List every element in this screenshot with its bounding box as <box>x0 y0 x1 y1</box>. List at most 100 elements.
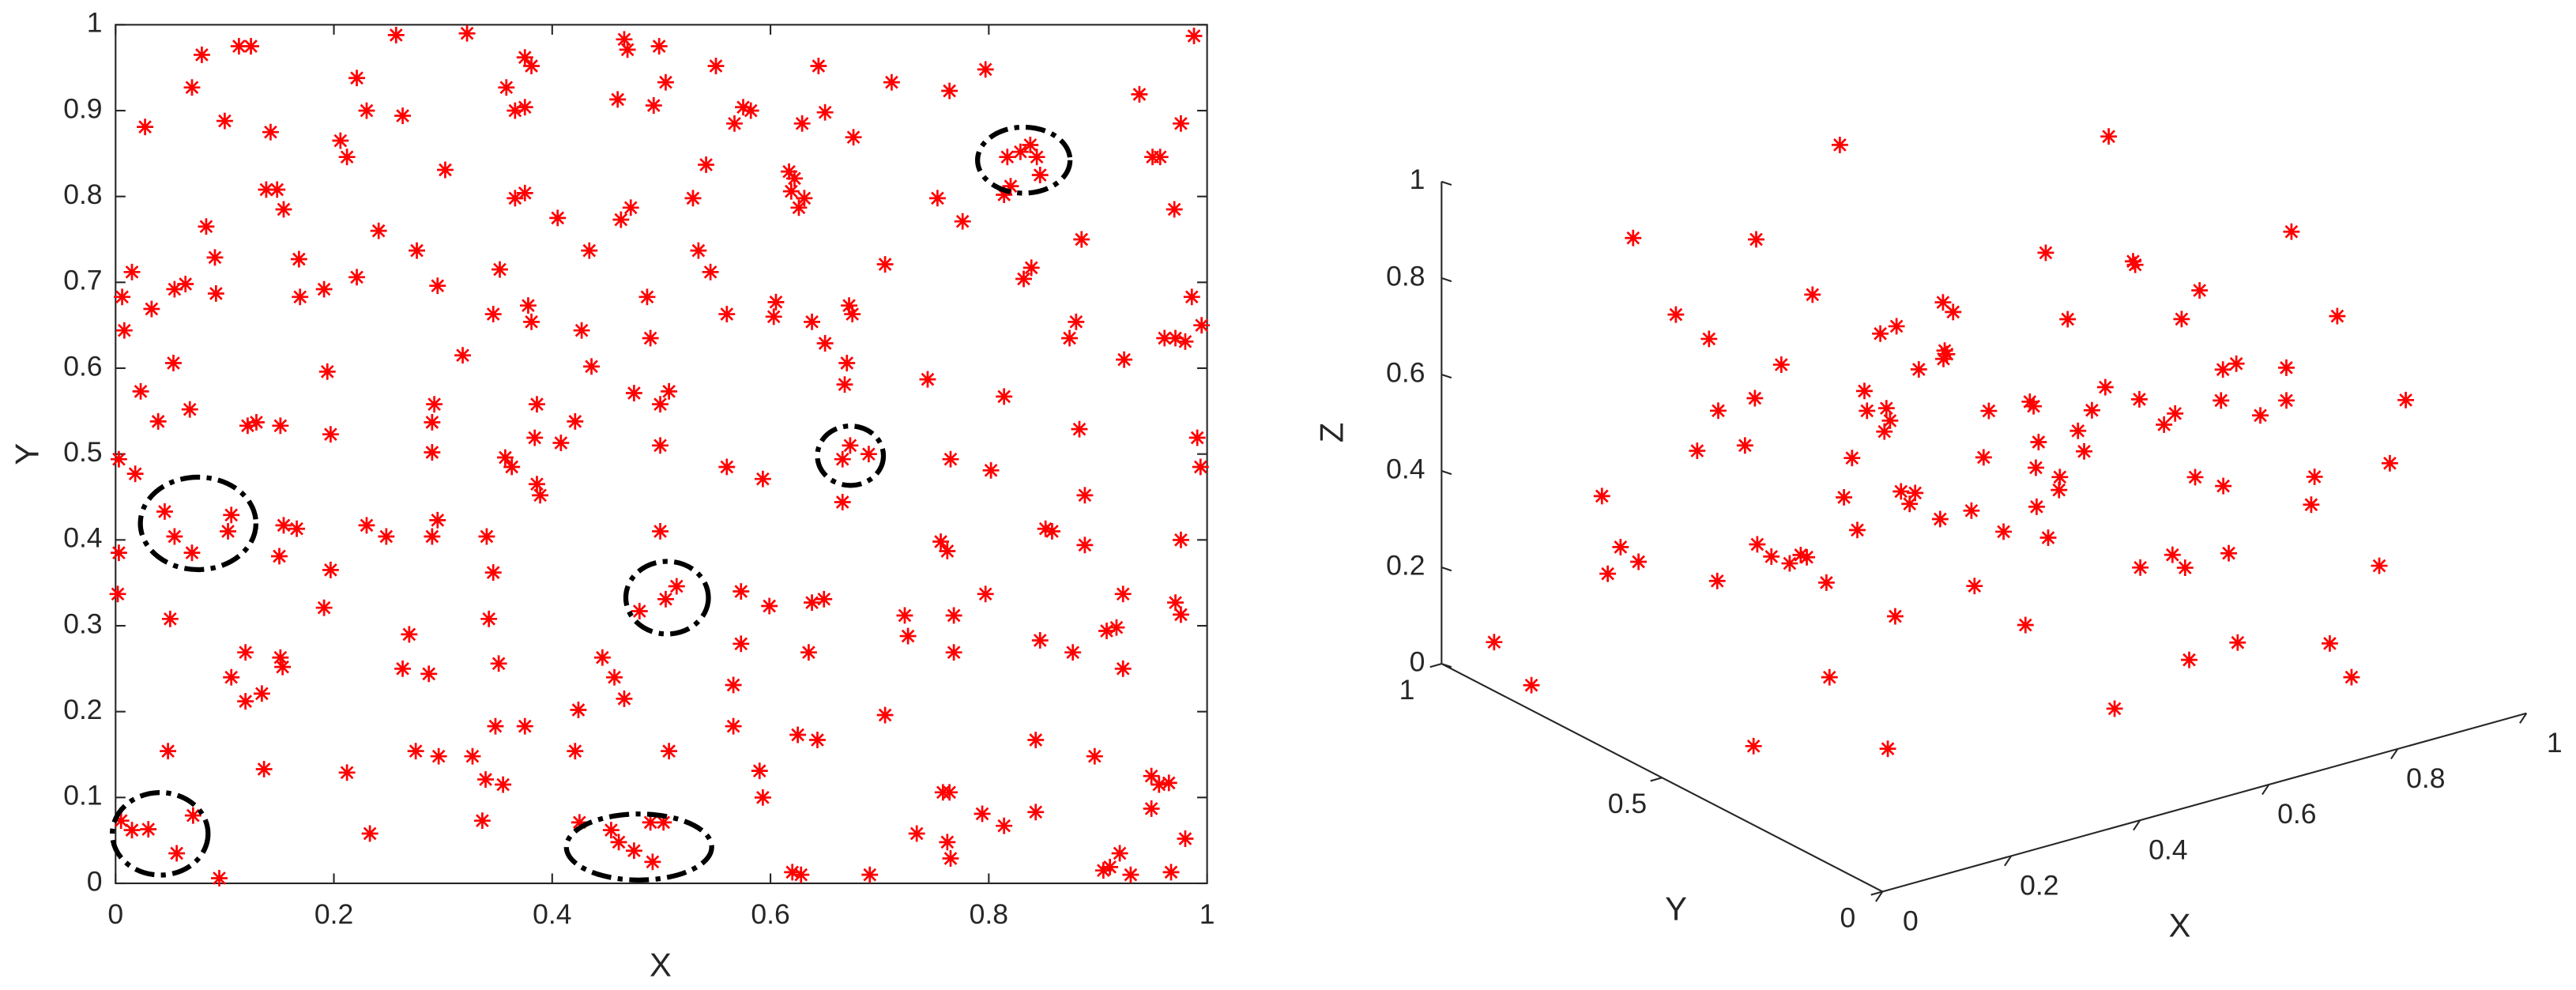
point <box>702 263 719 280</box>
point <box>1002 178 1019 195</box>
point <box>809 732 826 748</box>
point <box>237 693 254 710</box>
point <box>1836 489 1853 506</box>
point <box>1076 487 1094 504</box>
point <box>1700 330 1718 348</box>
point <box>223 506 240 524</box>
point <box>2306 468 2323 485</box>
point <box>1131 85 1148 103</box>
point <box>429 511 446 529</box>
point <box>516 99 533 116</box>
point <box>269 181 286 198</box>
point <box>1031 167 1049 183</box>
point <box>181 401 198 418</box>
point <box>2132 559 2149 576</box>
point <box>2283 223 2300 240</box>
point <box>1886 608 1904 625</box>
point <box>932 533 950 550</box>
point <box>1821 668 1838 686</box>
point <box>1037 520 1054 537</box>
point <box>1173 531 1189 548</box>
point <box>1859 402 1876 420</box>
point <box>126 465 144 483</box>
point <box>338 149 356 166</box>
z-tick <box>1441 567 1452 572</box>
point <box>751 762 768 780</box>
point <box>999 149 1016 166</box>
cluster-ring <box>109 789 211 878</box>
point <box>271 548 288 565</box>
point <box>1593 487 1610 505</box>
point <box>1708 572 1726 589</box>
x-tick <box>2390 748 2399 760</box>
point <box>784 864 801 881</box>
point <box>1114 585 1132 603</box>
point <box>523 313 540 330</box>
point <box>657 73 674 91</box>
x-tick-label: 0.6 <box>2277 798 2316 830</box>
point <box>1975 449 1992 466</box>
point <box>315 599 333 616</box>
point <box>1843 450 1861 467</box>
point <box>123 263 141 280</box>
point <box>1804 286 1821 303</box>
point <box>781 163 798 180</box>
point <box>2028 498 2045 515</box>
point <box>1122 866 1139 883</box>
point <box>899 627 917 645</box>
point <box>1849 521 1866 539</box>
point <box>1167 594 1184 612</box>
point <box>942 450 959 468</box>
point <box>793 866 810 883</box>
point <box>668 578 685 595</box>
point <box>358 517 375 534</box>
point <box>523 58 540 74</box>
point <box>394 107 412 124</box>
x-axis-label: X <box>2169 906 2191 943</box>
point <box>645 97 662 114</box>
point <box>1856 382 1873 400</box>
point <box>1689 442 1706 460</box>
y-tick-label: 0.6 <box>63 350 102 382</box>
point <box>2069 422 2087 439</box>
point <box>498 79 515 96</box>
point <box>480 610 498 627</box>
point <box>609 91 627 108</box>
point <box>593 649 611 666</box>
point <box>638 288 656 306</box>
point <box>657 590 674 608</box>
point <box>644 853 661 871</box>
point <box>726 115 743 132</box>
point <box>2329 307 2346 325</box>
z-axis-label: Z <box>1313 423 1350 443</box>
point <box>625 842 642 860</box>
point <box>1192 458 1209 476</box>
point <box>782 183 800 200</box>
x-tick <box>2133 819 2141 831</box>
cluster-rings <box>109 124 1073 883</box>
point <box>606 668 623 686</box>
point <box>348 70 366 87</box>
point <box>1064 644 1082 661</box>
point <box>816 335 834 352</box>
point <box>573 322 590 339</box>
point <box>2381 454 2398 472</box>
point <box>698 156 715 173</box>
y-tick <box>1429 663 1442 668</box>
point <box>661 743 678 760</box>
point <box>567 412 584 430</box>
point <box>1173 115 1189 132</box>
x-tick <box>2519 713 2528 724</box>
point <box>977 61 994 78</box>
point <box>796 190 813 207</box>
z-tick-label: 0 <box>1410 646 1425 677</box>
x-tick-label: 0.4 <box>2149 834 2187 865</box>
point <box>1486 634 1503 651</box>
point <box>896 607 913 624</box>
point <box>1076 536 1094 554</box>
y-tick-label: 1 <box>1399 674 1415 706</box>
point <box>110 544 127 562</box>
point <box>1098 623 1115 639</box>
point <box>168 845 186 862</box>
point <box>1162 864 1180 881</box>
